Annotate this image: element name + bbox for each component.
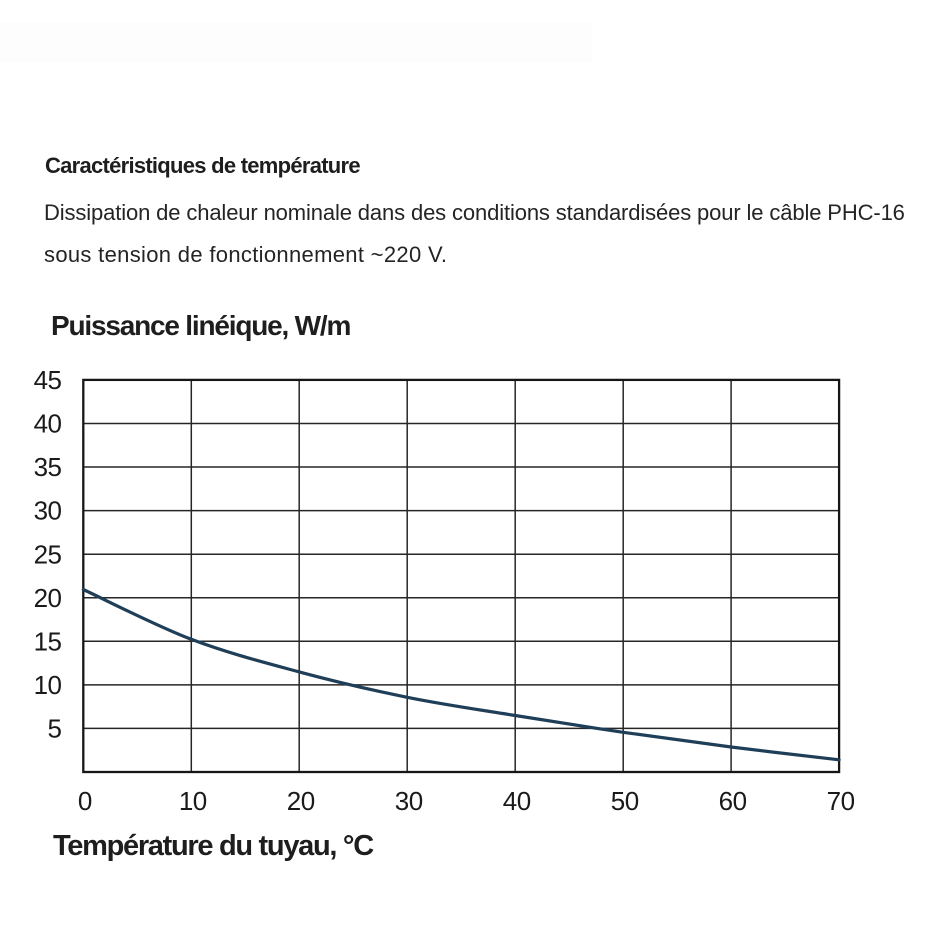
- svg-text:25: 25: [34, 539, 62, 569]
- svg-text:20: 20: [34, 583, 62, 613]
- svg-text:40: 40: [34, 409, 62, 439]
- svg-text:30: 30: [34, 496, 62, 526]
- svg-text:10: 10: [34, 670, 62, 700]
- svg-text:15: 15: [34, 626, 62, 656]
- svg-text:45: 45: [34, 365, 62, 395]
- svg-text:35: 35: [34, 452, 62, 482]
- svg-text:50: 50: [611, 786, 639, 816]
- svg-text:5: 5: [48, 714, 62, 744]
- svg-text:10: 10: [179, 786, 207, 816]
- svg-text:70: 70: [827, 786, 855, 816]
- svg-text:20: 20: [287, 786, 315, 816]
- svg-text:40: 40: [503, 786, 531, 816]
- svg-text:60: 60: [719, 786, 747, 816]
- svg-text:0: 0: [78, 786, 92, 816]
- svg-text:30: 30: [395, 786, 423, 816]
